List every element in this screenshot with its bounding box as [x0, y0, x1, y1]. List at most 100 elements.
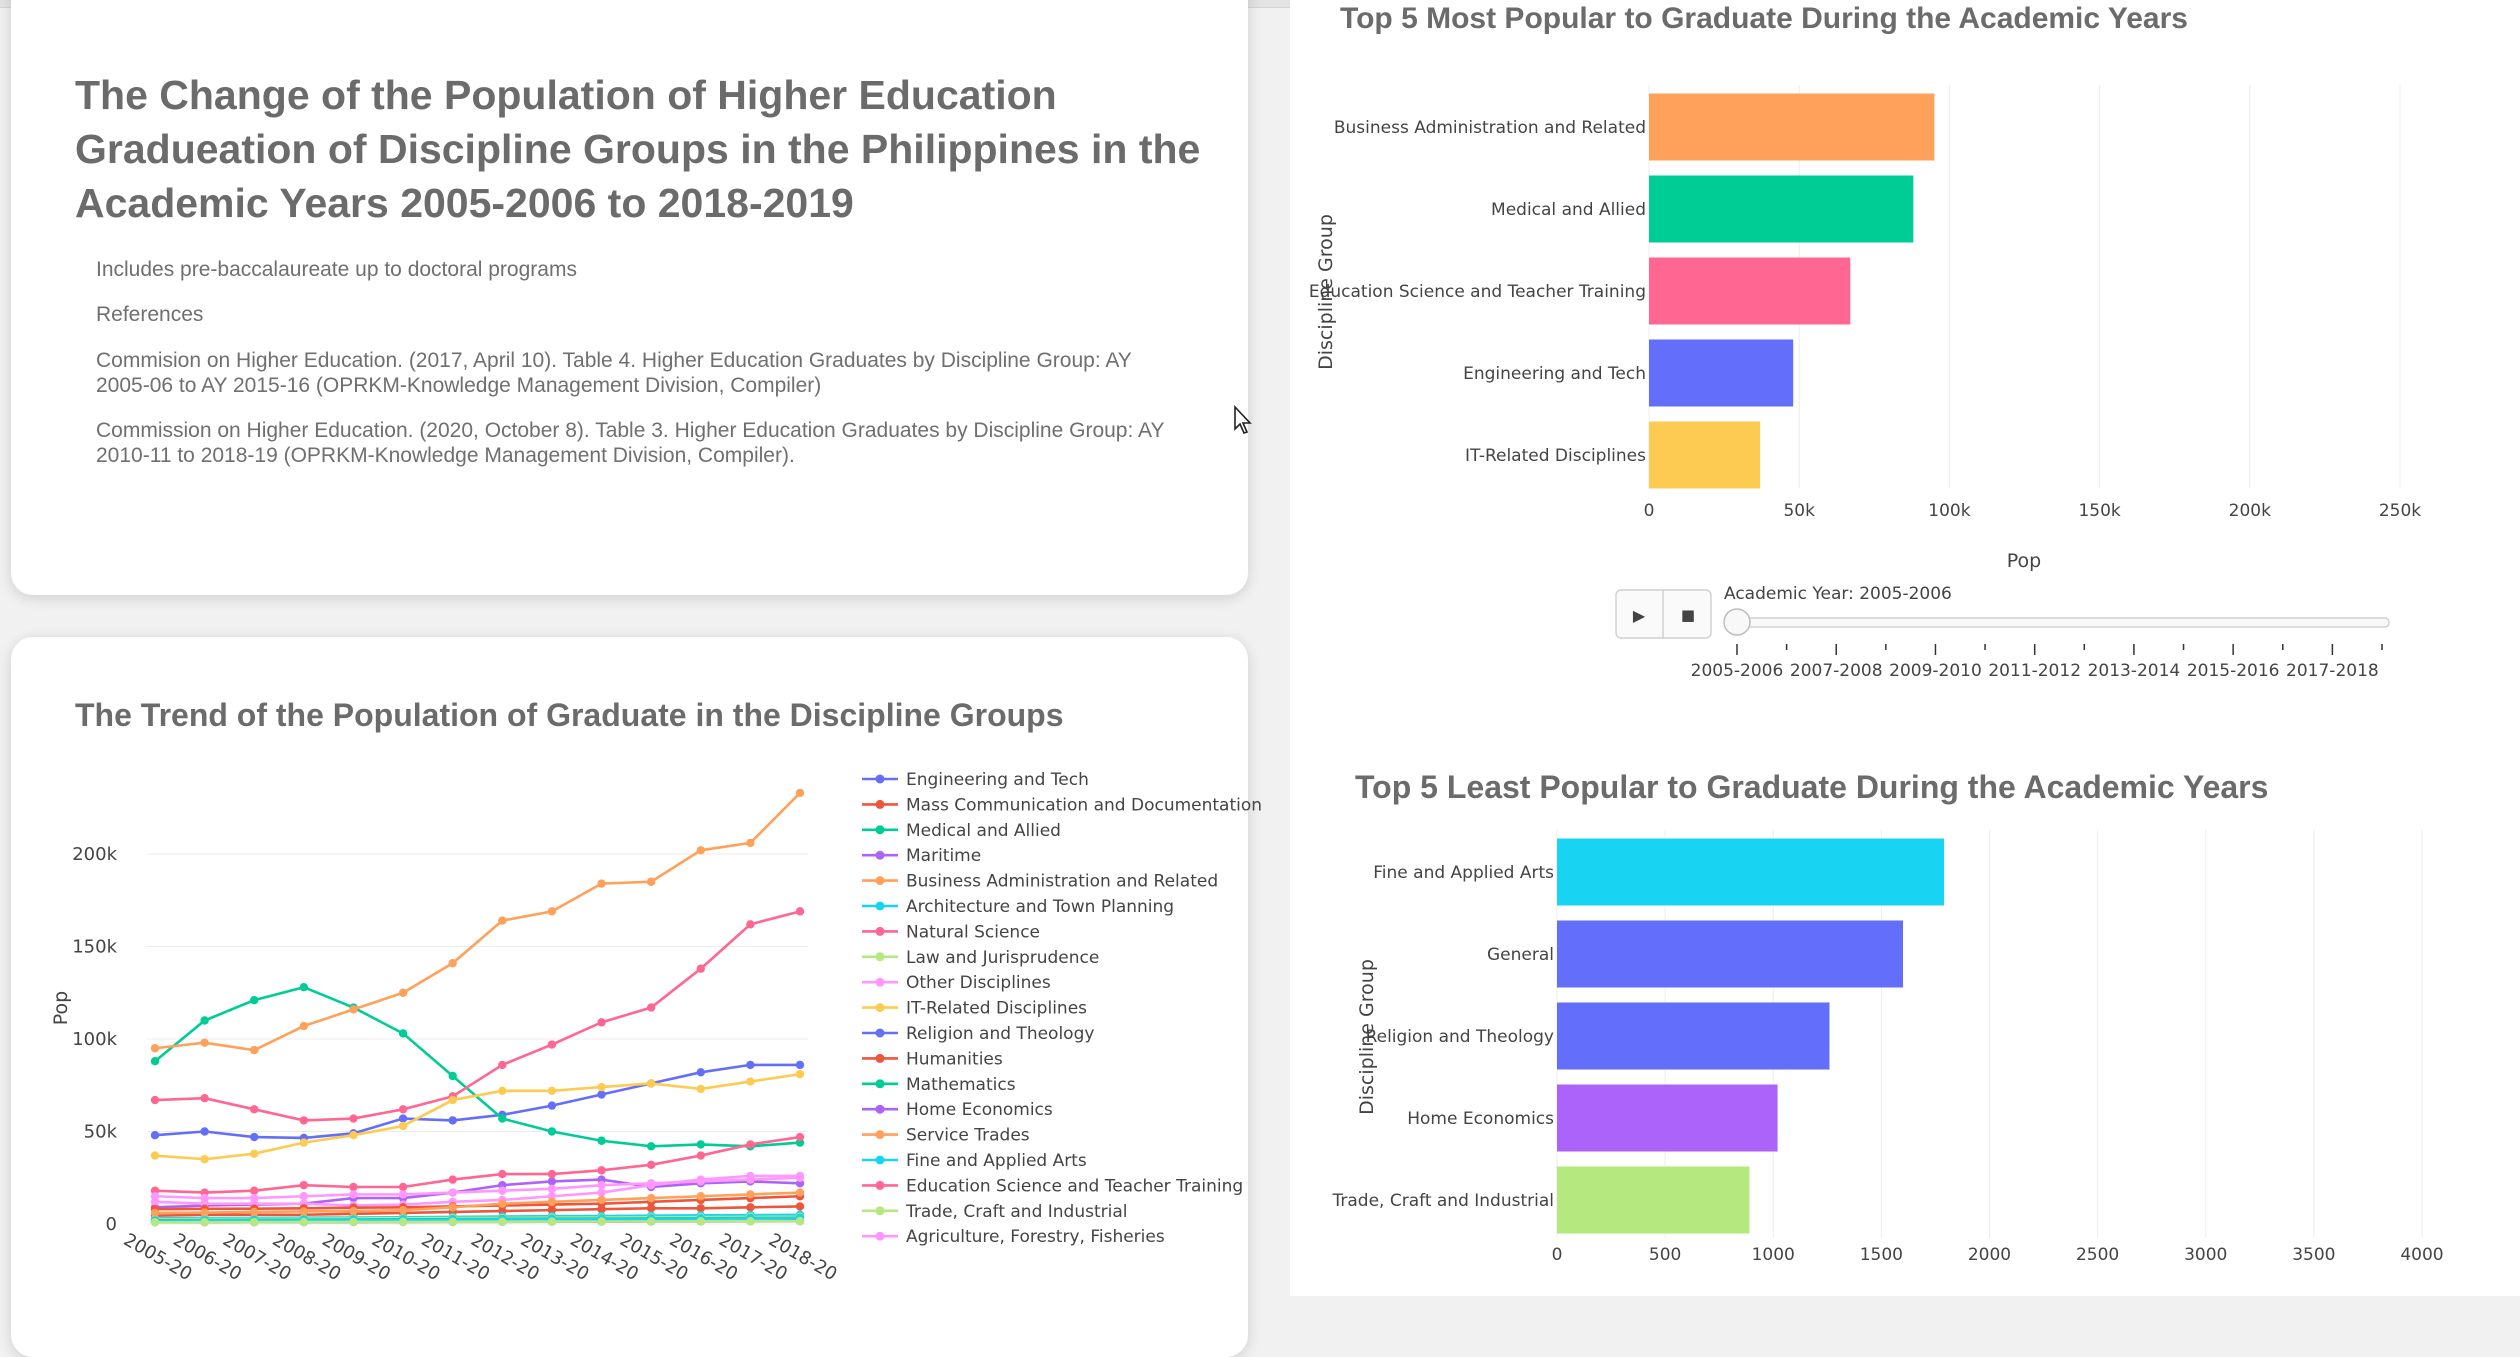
legend-item[interactable]: Engineering and Tech: [906, 770, 1089, 790]
series-line: [154, 792, 801, 1052]
data-point: [746, 920, 755, 929]
legend-item[interactable]: Religion and Theology: [906, 1024, 1094, 1044]
data-point: [299, 1192, 309, 1201]
data-point: [349, 1114, 358, 1123]
legend-item[interactable]: Home Economics: [906, 1100, 1053, 1120]
bar: [1557, 1084, 1778, 1152]
y-category-label: Medical and Allied: [1491, 200, 1646, 220]
data-point: [448, 1116, 457, 1125]
data-point: [795, 1173, 805, 1182]
series-line: [154, 1219, 801, 1224]
series-line: [154, 1205, 801, 1217]
data-point: [498, 1217, 507, 1226]
data-point: [646, 1003, 656, 1012]
y-category-label: Religion and Theology: [1366, 1027, 1554, 1047]
slider-track[interactable]: [1732, 617, 2390, 628]
legend-marker: [875, 850, 885, 860]
data-point: [448, 1217, 457, 1226]
legend-marker: [875, 977, 885, 987]
slider-current-value: Academic Year: 2005-2006: [1724, 584, 1952, 604]
data-point: [398, 1121, 408, 1131]
y-tick-label: 0: [106, 1214, 117, 1235]
data-point: [795, 1069, 805, 1079]
data-point: [349, 1005, 358, 1014]
legend-item[interactable]: Service Trades: [906, 1126, 1030, 1146]
legend-marker: [875, 1130, 885, 1140]
data-point: [250, 1132, 259, 1142]
data-point: [597, 1195, 606, 1205]
data-point: [150, 1192, 160, 1201]
play-icon[interactable]: ▶: [1633, 606, 1646, 625]
x-tick-label: 2000: [1968, 1245, 2011, 1265]
legend-marker: [875, 774, 885, 784]
y-category-label: Education Science and Teacher Training: [1309, 282, 1646, 302]
bar: [1557, 1002, 1830, 1070]
data-point: [547, 1169, 557, 1179]
slider-handle[interactable]: [1723, 608, 1751, 636]
data-point: [696, 1140, 705, 1149]
legend-item[interactable]: IT-Related Disciplines: [906, 999, 1087, 1019]
series-line: [154, 1216, 801, 1222]
data-point: [646, 1193, 656, 1203]
data-point: [498, 1169, 507, 1179]
legend-item[interactable]: Mass Communication and Documentation: [906, 795, 1262, 815]
intro-card: [11, 0, 1248, 595]
data-point: [696, 1217, 705, 1226]
stop-icon[interactable]: ■: [1681, 606, 1695, 624]
legend-item[interactable]: Business Administration and Related: [906, 872, 1218, 892]
x-axis-label: Pop: [2007, 550, 2041, 572]
legend-item[interactable]: Fine and Applied Arts: [906, 1151, 1087, 1171]
x-tick-label: 3500: [2292, 1245, 2335, 1265]
least5-chart-title: Top 5 Least Popular to Graduate During t…: [1355, 769, 2269, 805]
x-tick-label: 1500: [1860, 1245, 1903, 1265]
x-tick-label: 0: [1552, 1245, 1563, 1265]
y-category-label: Home Economics: [1407, 1109, 1554, 1129]
data-point: [597, 1136, 606, 1145]
academic-year-slider[interactable]: ▶ ■ Academic Year: 2005-2006 2005-2006 2007-…: [1615, 584, 2390, 681]
x-tick-label: 50k: [1783, 501, 1815, 521]
data-point: [795, 1132, 805, 1142]
legend-item[interactable]: Other Disciplines: [906, 973, 1051, 993]
data-point: [398, 1029, 408, 1038]
slider-tick-label: 2009-2010: [1889, 661, 1982, 681]
y-tick-label: 150k: [72, 937, 117, 958]
legend-marker: [875, 1180, 885, 1190]
bar: [1649, 339, 1794, 407]
data-point: [448, 1203, 457, 1212]
legend-item[interactable]: Education Science and Teacher Training: [906, 1176, 1243, 1196]
legend-marker: [875, 1053, 885, 1063]
data-point: [250, 1105, 259, 1114]
data-point: [448, 1175, 457, 1184]
legend-item[interactable]: Mathematics: [906, 1075, 1016, 1095]
legend-marker: [875, 1003, 885, 1013]
data-point: [250, 1207, 259, 1217]
data-point: [795, 788, 805, 798]
legend-item[interactable]: Natural Science: [906, 922, 1040, 942]
data-point: [250, 1186, 259, 1195]
charts-canvas: 050k100k150k200kPop2005-202006-202007-20…: [50, 85, 2444, 1285]
data-point: [646, 877, 656, 886]
data-point: [696, 1177, 705, 1186]
data-point: [398, 1114, 408, 1123]
bar: [1557, 838, 1945, 906]
data-point: [200, 1016, 209, 1025]
legend-marker: [875, 901, 885, 911]
legend-item[interactable]: Law and Jurisprudence: [906, 948, 1099, 968]
top5-bar-chart: 0 50k 100k 150k 200k 250k Business Administrat…: [1309, 85, 2421, 572]
data-point: [398, 1182, 408, 1192]
x-tick-label: 3000: [2184, 1245, 2227, 1265]
data-point: [646, 1217, 656, 1226]
legend-item[interactable]: Trade, Craft and Industrial: [905, 1202, 1128, 1222]
legend-item[interactable]: Agriculture, Forestry, Fisheries: [906, 1227, 1165, 1247]
data-point: [547, 1197, 557, 1207]
legend-item[interactable]: Maritime: [906, 846, 981, 866]
data-point: [597, 1180, 606, 1190]
references-heading: References: [96, 303, 204, 326]
legend-item[interactable]: Medical and Allied: [906, 821, 1061, 841]
y-category-label: Business Administration and Related: [1334, 118, 1646, 138]
data-point: [150, 1208, 160, 1218]
data-point: [746, 838, 755, 848]
data-point: [200, 1127, 209, 1136]
legend-item[interactable]: Humanities: [906, 1049, 1003, 1069]
legend-item[interactable]: Architecture and Town Planning: [906, 897, 1174, 917]
